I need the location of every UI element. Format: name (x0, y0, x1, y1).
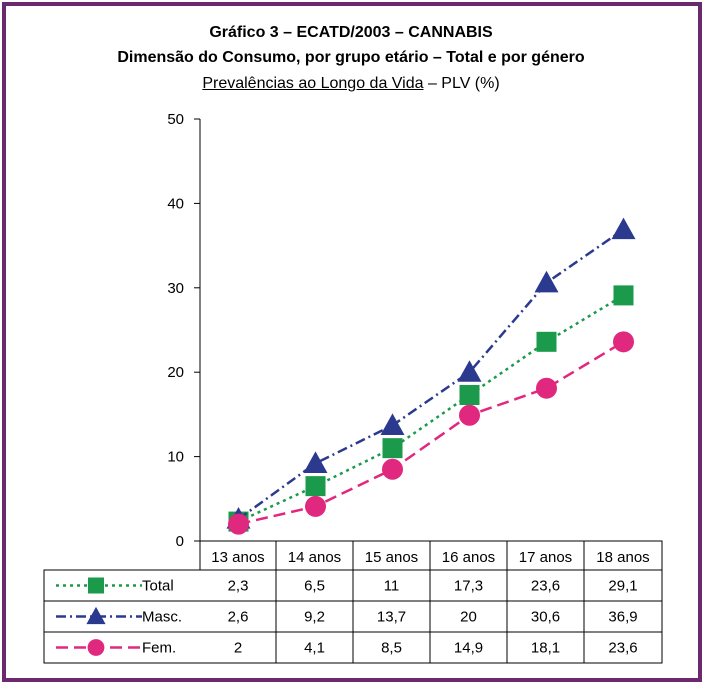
data-point-total (382, 438, 403, 459)
legend-marker-fem (87, 639, 105, 656)
table-cell-fem: 14,9 (454, 640, 483, 657)
subtitle-underlined: Prevalências ao Longo da Vida (202, 75, 424, 92)
table-cell-fem: 18,1 (531, 640, 560, 657)
table-cell-fem: 8,5 (381, 640, 402, 657)
data-point-total (613, 285, 634, 306)
table-header-box (199, 540, 663, 571)
x-category-label: 14 anos (288, 549, 341, 566)
table-cell-total: 2,3 (228, 578, 249, 595)
data-point-masc (611, 217, 636, 240)
data-point-fem (459, 404, 480, 426)
data-point-fem (305, 495, 326, 517)
data-point-fem (536, 377, 557, 399)
table-cell-fem: 2 (234, 640, 242, 657)
table-cell-masc: 2,6 (228, 609, 249, 626)
y-tick-label: 20 (167, 364, 184, 381)
data-point-total (536, 331, 557, 352)
table-cell-total: 29,1 (608, 578, 637, 595)
table-cell-masc: 13,7 (377, 609, 406, 626)
y-tick-label: 0 (176, 533, 184, 550)
table-cell-masc: 36,9 (608, 609, 637, 626)
x-category-label: 17 anos (519, 549, 572, 566)
series-line-total (237, 294, 625, 523)
table-cell-masc: 9,2 (304, 609, 325, 626)
legend-label-total: Total (142, 578, 174, 595)
data-point-masc (534, 270, 559, 293)
y-tick-label: 10 (167, 449, 184, 466)
series-line-masc (237, 228, 625, 521)
table-cell-total: 23,6 (531, 578, 560, 595)
table-cell-total: 17,3 (454, 578, 483, 595)
legend-label-fem: Fem. (142, 640, 176, 657)
data-point-masc (457, 360, 482, 382)
legend-marker-total (88, 577, 104, 594)
data-point-fem (382, 458, 403, 480)
y-tick-label: 40 (167, 195, 184, 212)
table-cell-masc: 30,6 (531, 609, 560, 626)
x-category-label: 18 anos (596, 549, 649, 566)
data-point-masc (303, 451, 328, 473)
data-point-fem (613, 331, 634, 353)
chart-subtitle-2: Prevalências ao Longo da Vida – PLV (%) (0, 75, 702, 93)
data-point-fem (228, 513, 249, 535)
series-line-fem (238, 340, 625, 526)
x-category-label: 16 anos (442, 549, 495, 566)
legend-label-masc: Masc. (142, 609, 182, 626)
chart-title: Gráfico 3 – ECATD/2003 – CANNABIS (209, 24, 493, 41)
y-tick-label: 50 (167, 111, 184, 128)
table-cell-fem: 4,1 (304, 640, 325, 657)
x-category-label: 15 anos (365, 549, 418, 566)
subtitle-rest: – PLV (%) (423, 75, 500, 92)
y-tick-label: 30 (167, 280, 184, 297)
table-cell-total: 11 (384, 578, 400, 595)
table-cell-masc: 20 (460, 609, 477, 626)
table-cell-total: 6,5 (304, 578, 325, 595)
x-category-label: 13 anos (211, 549, 264, 566)
data-point-total (459, 384, 480, 405)
data-point-masc (380, 413, 405, 435)
data-point-total (305, 476, 326, 497)
table-cell-fem: 23,6 (608, 640, 637, 657)
legend-marker-masc (86, 606, 106, 625)
chart-subtitle: Dimensão do Consumo, por grupo etário – … (117, 49, 585, 66)
